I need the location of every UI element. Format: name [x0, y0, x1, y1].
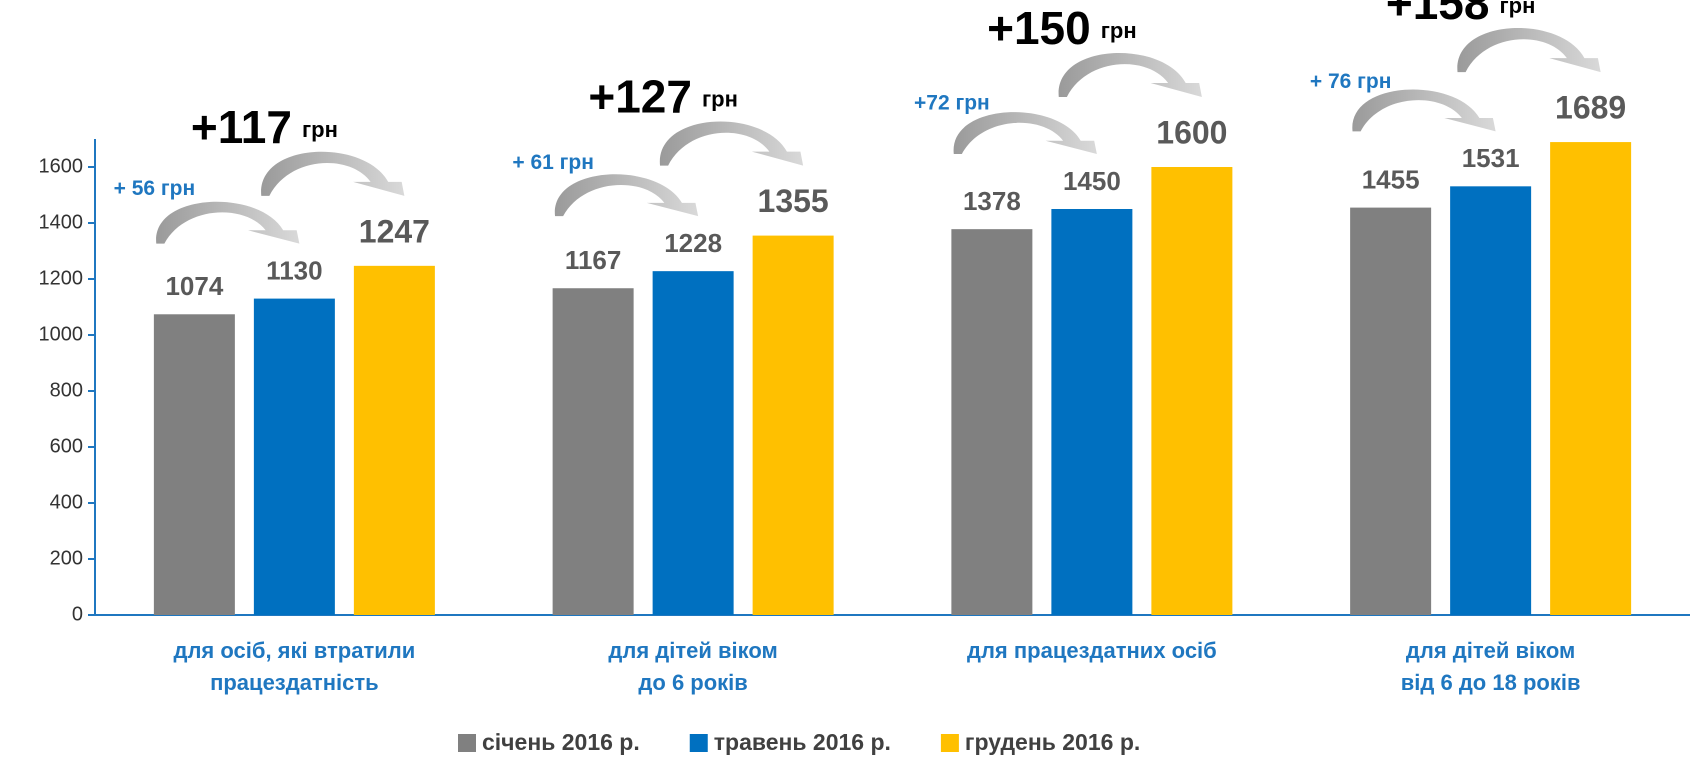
data-label: 1228	[664, 228, 722, 258]
arrow	[1058, 52, 1202, 97]
data-label: 1600	[1156, 114, 1227, 150]
bar	[153, 314, 235, 615]
data-label: 1455	[1362, 164, 1420, 194]
data-label: 1074	[165, 271, 223, 301]
legend-swatch	[689, 734, 708, 752]
bar	[752, 235, 834, 615]
data-label: 1355	[758, 183, 829, 219]
y-tick-label: 0	[72, 603, 83, 625]
y-tick-label: 1000	[39, 323, 84, 345]
y-tick-label: 1400	[39, 211, 84, 233]
y-tick-label: 400	[50, 491, 83, 513]
annotation-small: + 56 грн	[114, 177, 196, 200]
legend-label: січень 2016 р.	[482, 729, 640, 755]
legend-swatch	[458, 734, 476, 752]
y-tick-label: 1600	[39, 155, 84, 177]
bar	[1051, 209, 1133, 615]
arrow	[659, 121, 804, 166]
x-tick-label: для дітей віком	[608, 638, 777, 663]
annotation-big-value: +127	[588, 71, 692, 123]
x-tick-label: для дітей віком	[1406, 638, 1575, 663]
annotation-big: +150 грн	[987, 2, 1137, 54]
x-tick-label: працездатність	[210, 670, 379, 695]
bar	[951, 229, 1033, 615]
legend-label: травень 2016 р.	[714, 729, 891, 755]
bar	[552, 288, 634, 615]
legend-label: грудень 2016 р.	[965, 729, 1140, 755]
bar	[353, 265, 435, 615]
data-label: 1130	[266, 255, 322, 285]
y-tick-label: 800	[50, 379, 83, 401]
annotation-big-value: +150	[987, 2, 1091, 54]
y-tick-label: 1200	[39, 267, 84, 289]
bar	[652, 271, 734, 615]
data-label: 1531	[1462, 143, 1520, 173]
annotation-big-unit: грн	[702, 86, 738, 111]
annotation-big-value: +158	[1386, 0, 1490, 29]
x-tick-label: до 6 років	[638, 670, 747, 695]
data-label: 1378	[963, 186, 1021, 216]
legend-swatch	[940, 734, 959, 752]
bar	[1550, 142, 1632, 615]
x-tick-label: для працездатних осіб	[967, 638, 1217, 663]
data-label: 1167	[565, 245, 621, 275]
annotation-big: +158 грн	[1386, 0, 1536, 29]
y-tick-label: 200	[50, 547, 83, 569]
x-tick-label: від 6 до 18 років	[1401, 670, 1581, 695]
annotation-big-value: +117	[191, 101, 292, 153]
bar	[1450, 186, 1532, 615]
annotation-big: +117 грн	[191, 101, 338, 153]
arrow	[1457, 28, 1601, 73]
data-label: 1247	[359, 213, 430, 249]
x-tick-label: для осіб, які втратили	[173, 638, 415, 663]
data-label: 1689	[1555, 90, 1626, 126]
bar	[1151, 167, 1233, 615]
annotation-big: +127 грн	[588, 71, 738, 123]
bar	[1350, 207, 1432, 615]
arrow	[261, 151, 405, 196]
arrow	[554, 174, 699, 217]
legend: січень 2016 р. травень 2016 р. грудень 201…	[458, 729, 1140, 755]
annotation-big-unit: грн	[302, 117, 338, 142]
annotation-small: + 61 грн	[512, 151, 594, 174]
arrow	[156, 201, 300, 244]
arrow	[953, 112, 1097, 154]
arrow	[1352, 89, 1496, 132]
data-label: 1450	[1063, 166, 1121, 196]
bar	[253, 298, 335, 615]
y-tick-label: 600	[50, 435, 83, 457]
annotation-small: + 76 грн	[1310, 70, 1392, 93]
annotation-big-unit: грн	[1101, 18, 1137, 43]
annotation-small: +72 грн	[914, 92, 990, 115]
annotation-big-unit: грн	[1499, 0, 1535, 18]
